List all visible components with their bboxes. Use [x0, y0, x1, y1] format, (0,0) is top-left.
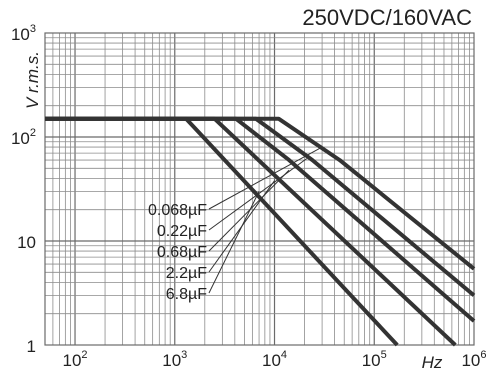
y-tick-label: 102	[11, 127, 36, 148]
x-tick-label: 102	[63, 349, 88, 370]
legend-label: 0.22µF	[157, 223, 207, 240]
series-line	[45, 116, 476, 323]
series-line	[45, 116, 457, 347]
x-tick-label: 103	[162, 349, 187, 370]
legend-leader-line	[208, 169, 290, 252]
series-line	[45, 116, 399, 347]
legend: 0.068µF 0.22µF 0.68µF 2.2µF 6.8µF	[148, 202, 207, 303]
x-tick-label: 105	[362, 349, 387, 370]
x-axis-label: Hz	[422, 353, 443, 372]
series-line	[45, 116, 476, 271]
legend-leaders	[208, 146, 323, 294]
curves	[45, 116, 476, 347]
legend-label: 0.068µF	[148, 202, 207, 219]
chart-title: 250VDC/160VAC	[302, 5, 472, 30]
x-tick-label: 104	[262, 349, 287, 370]
legend-leader-line	[208, 191, 260, 294]
legend-label: 0.68µF	[157, 244, 207, 261]
y-tick-label: 10	[17, 233, 36, 252]
series-line	[45, 116, 476, 297]
y-tick-label: 103	[11, 23, 36, 44]
grid	[45, 33, 474, 345]
y-axis-label: V r.m.s.	[23, 51, 42, 109]
x-tick-label: 106	[461, 349, 486, 370]
legend-label: 2.2µF	[166, 265, 207, 282]
legend-label: 6.8µF	[166, 286, 207, 303]
legend-leader-line	[208, 146, 323, 210]
x-tick-labels: 102 103 104 105 106	[63, 349, 487, 370]
plot-frame	[44, 32, 475, 346]
y-tick-label: 1	[27, 337, 36, 356]
